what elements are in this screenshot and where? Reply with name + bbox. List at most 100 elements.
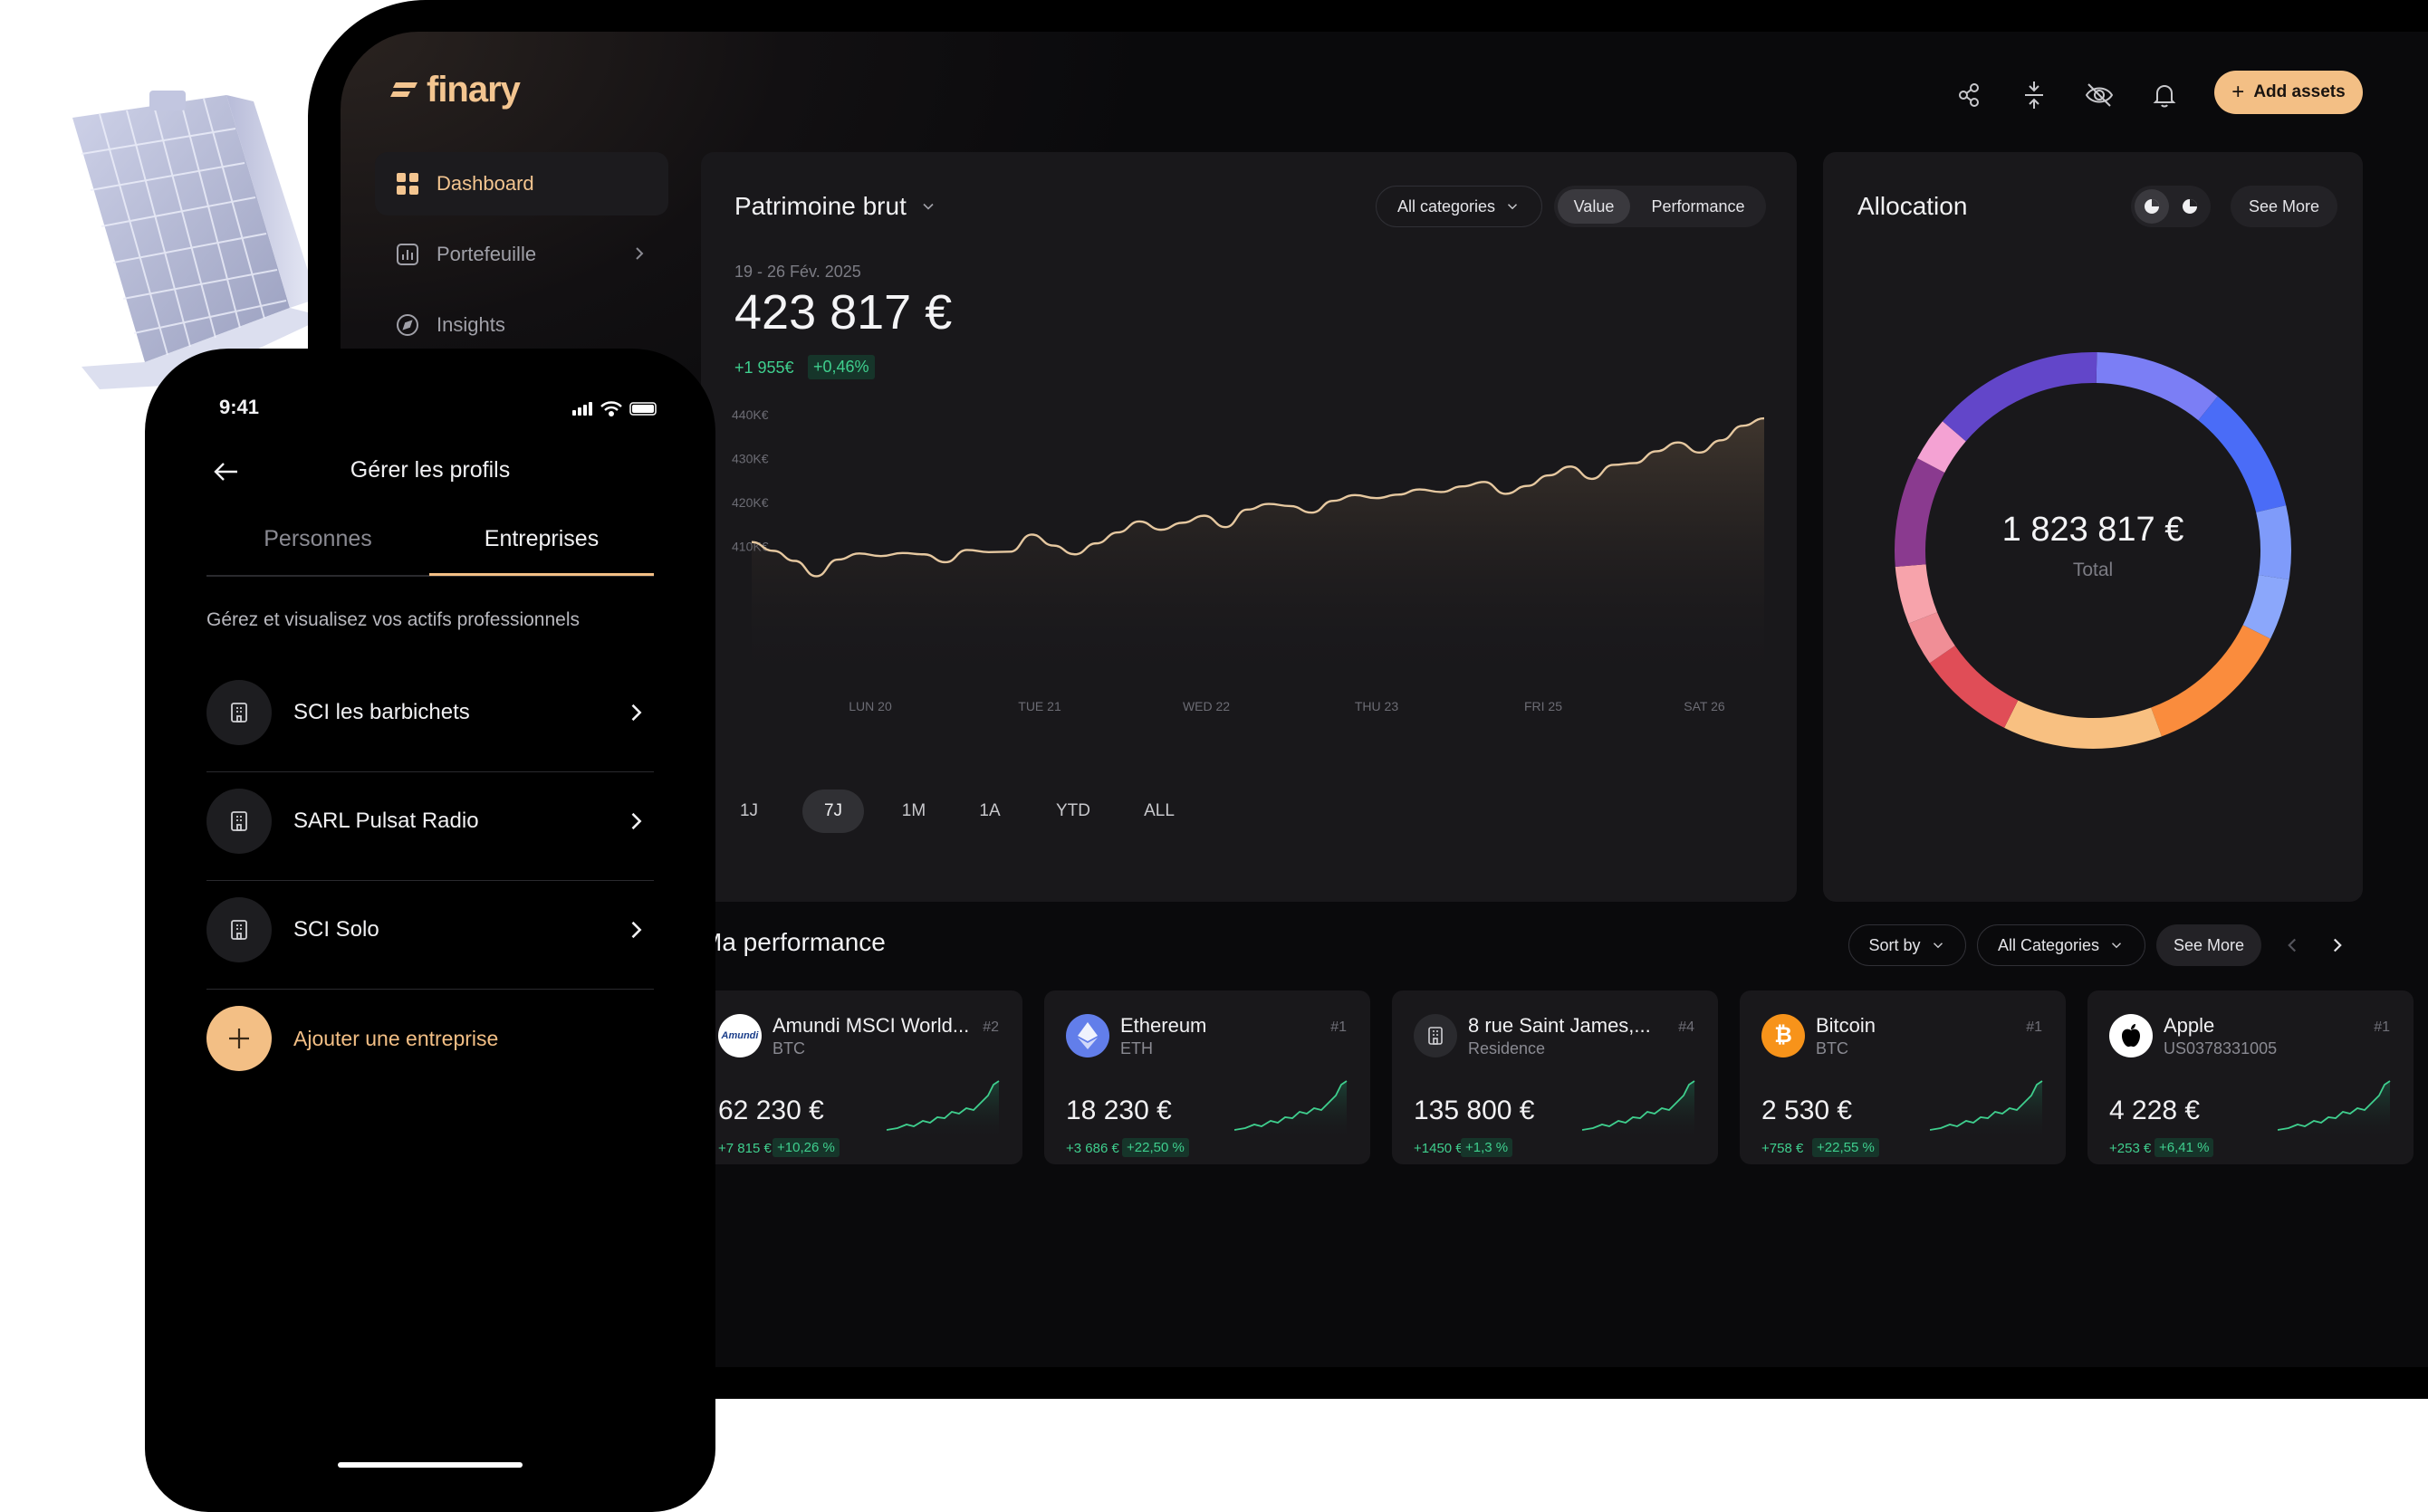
allocation-slice [2096, 352, 2218, 421]
asset-sparkline [1930, 1080, 2043, 1141]
asset-sub: Residence [1468, 1039, 1546, 1057]
asset-card-real-estate[interactable]: 8 rue Saint James,... Residence #4 135 8… [1392, 990, 1718, 1164]
add-company-button[interactable]: Ajouter une entreprise [206, 1006, 498, 1071]
patrimoine-title-dropdown[interactable]: Patrimoine brut [734, 192, 937, 221]
status-time: 9:41 [219, 396, 260, 418]
sidebar-item-label: Dashboard [437, 172, 534, 195]
sparkline-line [1234, 1080, 1348, 1131]
collapse-icon[interactable] [2018, 79, 2050, 111]
asset-card-bitcoin[interactable]: ₿ Bitcoin BTC #1 2 530 € +758 € +22,55 % [1740, 990, 2066, 1164]
y-tick-label: 430K€ [732, 452, 769, 466]
brand-logo[interactable]: finary [390, 70, 521, 110]
period-1m[interactable]: 1M [901, 801, 926, 820]
allocation-donut-chart [1895, 352, 2291, 749]
asset-delta: +3 686 € [1066, 1141, 1119, 1156]
chevron-down-icon [1508, 204, 1518, 210]
phone-frame: 9:41 Gérer les profils Personnes Entrepr… [145, 349, 715, 1512]
company-name: SCI Solo [293, 917, 379, 942]
period-all[interactable]: ALL [1144, 801, 1175, 820]
asset-rank: #1 [2374, 1019, 2390, 1035]
asset-sub: US0378331005 [2164, 1039, 2278, 1057]
wifi-icon [600, 401, 622, 416]
period-1a[interactable]: 1A [979, 801, 1001, 820]
add-assets-button[interactable]: + Add assets [2214, 71, 2363, 114]
performance-see-more-button[interactable]: See More [2156, 924, 2261, 966]
home-indicator [338, 1462, 523, 1468]
phone-title: Gérer les profils [350, 457, 511, 483]
sidebar-item-portefeuille[interactable]: Portefeuille [375, 223, 668, 286]
date-range: 19 - 26 Fév. 2025 [734, 263, 861, 281]
asset-delta: +1450 € [1414, 1141, 1464, 1156]
categories-filter[interactable]: All categories [1376, 186, 1542, 227]
see-more-label: See More [2173, 935, 2245, 954]
allocation-card: Allocation See More 1 823 817 € Total [1823, 152, 2363, 902]
period-7j[interactable]: 7J [802, 789, 864, 833]
asset-card-amundi[interactable]: Amundi Amundi MSCI World... BTC #2 62 23… [696, 990, 1022, 1164]
asset-amount: 4 228 € [2109, 1096, 2201, 1125]
brand-name: finary [427, 70, 521, 110]
period-ytd[interactable]: YTD [1056, 801, 1090, 820]
asset-card-apple[interactable]: Apple US0378331005 #1 4 228 € +253 € +6,… [2087, 990, 2414, 1164]
x-tick-label: THU 23 [1355, 699, 1398, 713]
plus-icon [206, 1006, 272, 1071]
allocation-slice [2198, 396, 2287, 513]
building-icon [206, 680, 272, 745]
sort-by-dropdown[interactable]: Sort by [1848, 924, 1966, 966]
tab-personnes[interactable]: Personnes [264, 526, 372, 551]
eye-off-icon[interactable] [2083, 79, 2116, 111]
company-row[interactable]: SCI Solo [206, 881, 654, 990]
share-icon[interactable] [1953, 79, 1985, 111]
sidebar-item-insights[interactable]: Insights [375, 293, 668, 357]
y-tick-label: 440K€ [732, 407, 769, 422]
allocation-see-more-button[interactable]: See More [2231, 186, 2337, 227]
allocation-title: Allocation [1857, 192, 1968, 220]
y-tick-label: 420K€ [732, 495, 769, 510]
next-arrow-icon[interactable] [2326, 933, 2349, 957]
asset-name: Amundi MSCI World... [773, 1014, 970, 1037]
see-more-label: See More [2248, 196, 2320, 215]
company-row[interactable]: SCI les barbichets [206, 664, 654, 772]
chevron-right-icon [631, 812, 642, 830]
value-toggle-button[interactable]: Value [1558, 189, 1630, 224]
asset-pct-badge: +6,41 % [2154, 1138, 2214, 1157]
tab-entreprises[interactable]: Entreprises [484, 526, 600, 551]
building-illustration [72, 91, 326, 389]
chevron-down-icon [1933, 943, 1943, 949]
sidebar-item-dashboard[interactable]: Dashboard [375, 152, 668, 215]
grid-icon [397, 173, 418, 195]
asset-card-ethereum[interactable]: Ethereum ETH #1 18 230 € +3 686 € +22,50… [1044, 990, 1370, 1164]
previous-arrow-icon[interactable] [2280, 933, 2304, 957]
sidebar-item-label: Portefeuille [437, 243, 537, 265]
categories-filter-label: All categories [1396, 196, 1496, 215]
chevron-right-icon [631, 703, 642, 722]
all-categories-dropdown[interactable]: All Categories [1977, 924, 2145, 966]
sparkline-area [1930, 1081, 2042, 1141]
asset-name: Apple [2164, 1014, 2215, 1037]
sidebar-item-label: Insights [437, 313, 505, 336]
chart-series-line [751, 416, 1765, 578]
asset-delta: +253 € [2109, 1141, 2152, 1156]
performance-toggle-button[interactable]: Performance [1639, 189, 1757, 224]
asset-amount: 135 800 € [1414, 1096, 1535, 1125]
phone-description: Gérez et visualisez vos actifs professio… [206, 609, 581, 630]
status-icons [572, 401, 657, 416]
allocation-slice [2242, 574, 2289, 639]
back-arrow-icon[interactable] [210, 455, 243, 488]
asset-delta: +7 815 € [718, 1141, 772, 1156]
asset-amount: 2 530 € [1761, 1096, 1853, 1125]
company-name: SCI les barbichets [293, 700, 470, 724]
asset-rank: #1 [1330, 1019, 1347, 1035]
apple-logo [2109, 1014, 2153, 1057]
bell-icon[interactable] [2148, 79, 2181, 111]
chevron-down-icon [2112, 943, 2122, 949]
period-1j[interactable]: 1J [739, 801, 759, 820]
donut-view-button[interactable] [2135, 189, 2169, 224]
battery-icon [629, 402, 657, 416]
finary-logo-icon [390, 81, 417, 97]
company-row[interactable]: SARL Pulsat Radio [206, 772, 654, 881]
sparkline-area [2278, 1081, 2390, 1141]
asset-rank: #4 [1678, 1019, 1694, 1035]
allocation-slice [1917, 421, 1967, 474]
pie-view-button[interactable] [2173, 189, 2207, 224]
asset-delta: +758 € [1761, 1141, 1804, 1156]
